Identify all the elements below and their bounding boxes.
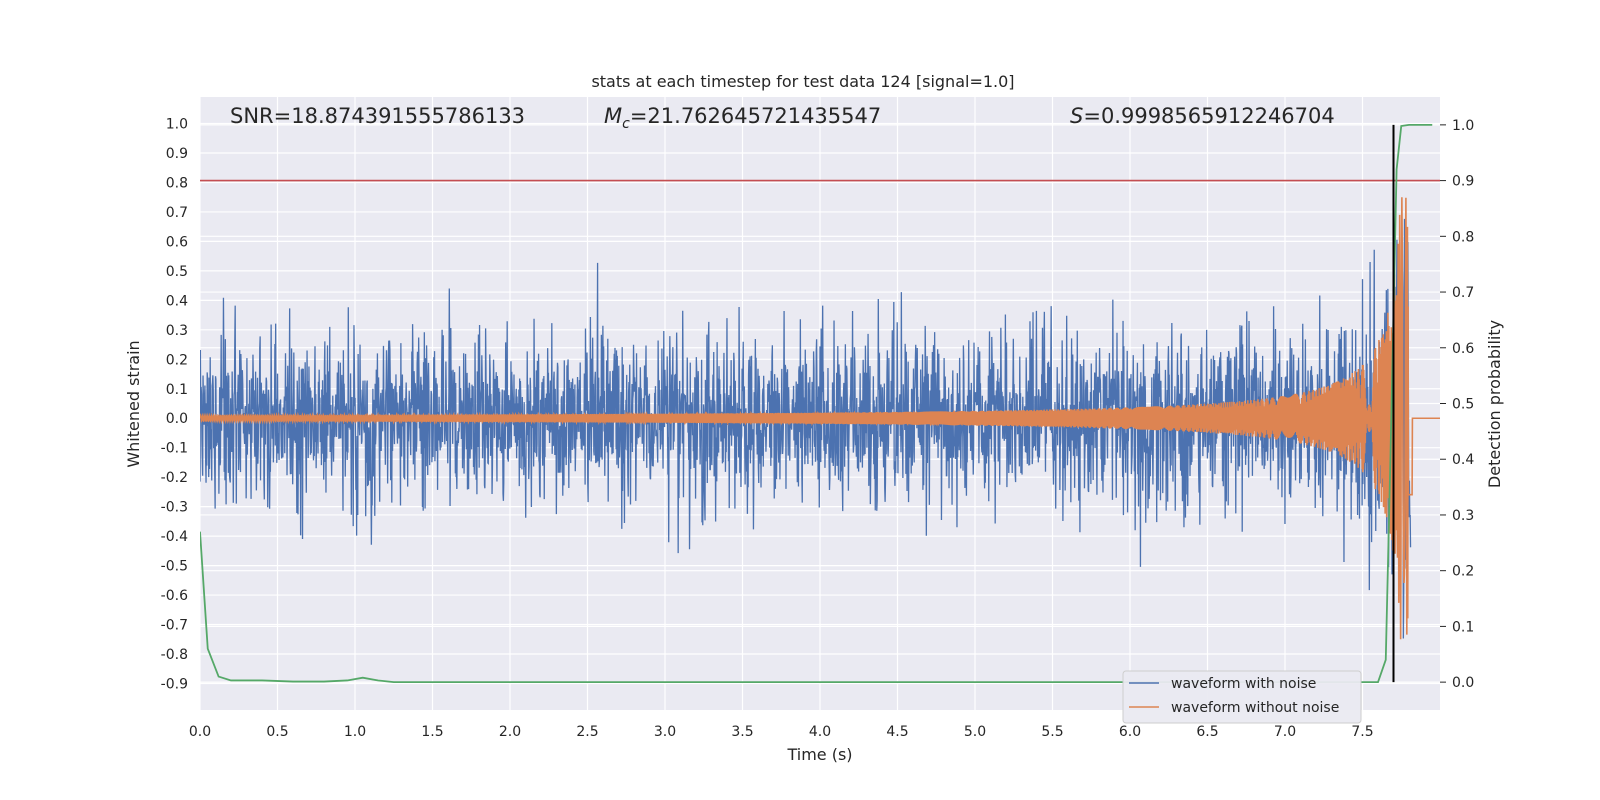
legend-label-clean: waveform without noise	[1171, 700, 1339, 716]
score-annotation: S=0.9998565912246704	[1070, 104, 1335, 128]
x-tick-label: 5.5	[1041, 724, 1063, 740]
chirp-mass-value: =21.762645721435547	[630, 104, 881, 128]
ticks: 0.0 0.5 1.0 1.5 2.0 2.5 3.0 3.5 4.0 4.5 5.0 5.5 6.0 6…	[161, 117, 1475, 740]
y-tick-label: 0.9	[166, 146, 188, 162]
y2-tick-label: 0.8	[1452, 229, 1474, 245]
x-tick-label: 2.5	[576, 724, 598, 740]
y-tick-label: 0.2	[166, 352, 188, 368]
snr-annotation: SNR=18.874391555786133	[230, 104, 525, 128]
y2-tick-label: 0.1	[1452, 619, 1474, 635]
y-tick-label: -0.5	[161, 559, 188, 575]
y2-tick-label: 1.0	[1452, 118, 1474, 134]
legend-label-noise: waveform with noise	[1171, 676, 1316, 692]
score-value: =0.9998565912246704	[1083, 104, 1334, 128]
x-tick-label: 0.5	[266, 724, 288, 740]
y-tick-label: 0.0	[166, 411, 188, 427]
y2-tick-label: 0.9	[1452, 174, 1474, 190]
chart-title: stats at each timestep for test data 124…	[591, 72, 1014, 91]
y-tick-label: 0.4	[166, 293, 188, 309]
y-tick-label: -0.3	[161, 500, 188, 516]
y-tick-label: 0.7	[166, 205, 188, 221]
x-tick-label: 1.0	[344, 724, 366, 740]
x-tick-label: 4.0	[809, 724, 831, 740]
y-tick-label: -0.1	[161, 441, 188, 457]
y-tick-label: 0.8	[166, 175, 188, 191]
y-tick-label: 0.6	[166, 234, 188, 250]
y-axis-label: Whitened strain	[124, 340, 143, 467]
x-axis-label: Time (s)	[786, 745, 852, 764]
y2-tick-label: 0.0	[1452, 675, 1474, 691]
x-tick-label: 1.5	[421, 724, 443, 740]
y2-tick-label: 0.4	[1452, 452, 1474, 468]
y2-tick-label: 0.6	[1452, 341, 1474, 357]
x-tick-label: 6.0	[1119, 724, 1141, 740]
chirp-mass-symbol: M	[604, 104, 622, 128]
y-tick-label: -0.8	[161, 647, 188, 663]
y-tick-label: -0.9	[161, 676, 188, 692]
score-symbol: S	[1070, 104, 1083, 128]
x-tick-label: 7.0	[1274, 724, 1296, 740]
y2-axis-label: Detection probability	[1485, 320, 1504, 488]
y-tick-label: 0.5	[166, 264, 188, 280]
y-tick-label: -0.6	[161, 588, 188, 604]
x-tick-label: 0.0	[189, 724, 211, 740]
series-waveform-with-noise	[200, 218, 1412, 639]
x-tick-label: 5.0	[964, 724, 986, 740]
x-tick-label: 6.5	[1196, 724, 1218, 740]
y2-tick-label: 0.2	[1452, 564, 1474, 580]
y2-tick-label: 0.3	[1452, 508, 1474, 524]
x-tick-label: 3.5	[731, 724, 753, 740]
chirp-mass-subscript: c	[622, 116, 630, 132]
y-tick-label: -0.2	[161, 470, 188, 486]
x-tick-label: 7.5	[1351, 724, 1373, 740]
legend: waveform with noise waveform without noi…	[1122, 670, 1362, 724]
y-tick-label: 0.1	[166, 382, 188, 398]
y-tick-label: 0.3	[166, 323, 188, 339]
y-tick-label: 1.0	[166, 117, 188, 133]
x-tick-label: 2.0	[499, 724, 521, 740]
x-tick-label: 3.0	[654, 724, 676, 740]
y2-tick-label: 0.7	[1452, 285, 1474, 301]
x-tick-label: 4.5	[886, 724, 908, 740]
y-tick-label: -0.4	[161, 529, 188, 545]
y2-tick-label: 0.5	[1452, 397, 1474, 413]
y-tick-label: -0.7	[161, 618, 188, 634]
chirp-mass-annotation: Mc=21.762645721435547	[604, 104, 881, 132]
legend-box	[1122, 670, 1362, 724]
series-waveform-without-noise	[200, 197, 1440, 640]
